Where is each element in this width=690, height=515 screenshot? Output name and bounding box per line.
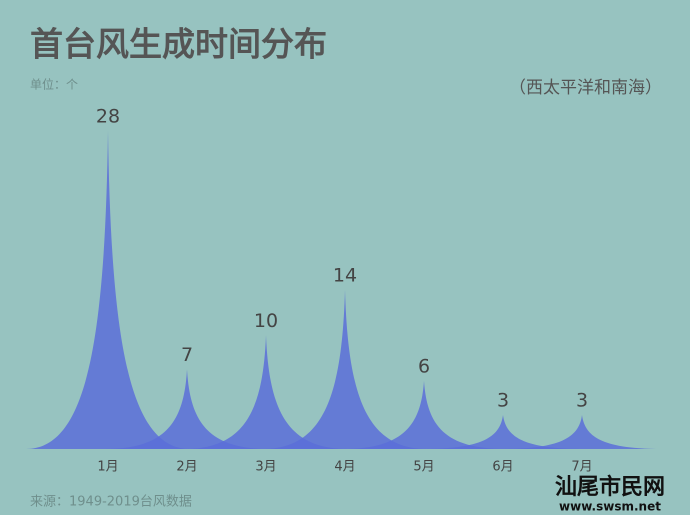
value-label: 3 bbox=[576, 389, 588, 411]
watermark-url: www.swsm.net bbox=[559, 500, 661, 514]
x-tick-label: 3月 bbox=[255, 460, 276, 475]
spike bbox=[500, 414, 664, 449]
value-label: 10 bbox=[254, 310, 278, 332]
x-tick-label: 6月 bbox=[492, 460, 513, 475]
x-tick-label: 5月 bbox=[413, 460, 434, 475]
x-tick-label: 4月 bbox=[334, 460, 355, 475]
x-tick-label: 2月 bbox=[176, 460, 197, 475]
spike bbox=[184, 335, 348, 449]
x-tick-label: 1月 bbox=[97, 460, 118, 475]
value-label: 28 bbox=[96, 106, 120, 128]
chart-title: 首台风生成时间分布 bbox=[30, 25, 327, 64]
spike bbox=[105, 369, 269, 449]
subtitle: （西太平洋和南海） bbox=[509, 78, 662, 98]
plot: 28 1月 7 2月 10 3月 14 4月 6 5月 3 6月 3 7月 bbox=[26, 106, 664, 475]
value-label: 14 bbox=[333, 265, 357, 287]
value-label: 6 bbox=[418, 355, 430, 377]
source: 来源：1949-2019台风数据 bbox=[30, 495, 192, 510]
value-label: 7 bbox=[181, 344, 193, 366]
spike bbox=[421, 414, 585, 449]
value-label: 3 bbox=[497, 389, 509, 411]
watermark-name: 汕尾市民网 bbox=[555, 474, 665, 500]
spike bbox=[342, 380, 506, 449]
spike bbox=[26, 131, 190, 449]
x-tick-label: 7月 bbox=[571, 460, 592, 475]
unit-label: 单位：个 bbox=[30, 77, 78, 92]
spike bbox=[263, 290, 427, 449]
